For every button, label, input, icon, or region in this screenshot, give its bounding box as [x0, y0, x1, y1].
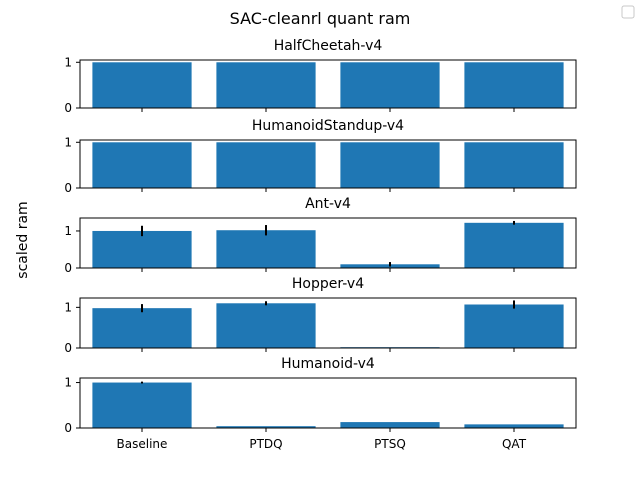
bar-baseline [92, 382, 192, 428]
y-tick-label: 1 [64, 224, 72, 238]
subplot-title: Humanoid-v4 [281, 356, 375, 372]
bar-ptdq [216, 230, 316, 268]
subplot-title: HumanoidStandup-v4 [252, 118, 404, 134]
y-tick-label: 0 [64, 261, 72, 275]
x-tick-label-baseline: Baseline [117, 437, 168, 451]
subplot-title: Ant-v4 [305, 196, 351, 212]
x-tick-label-ptsq: PTSQ [374, 437, 406, 451]
bar-ptdq [216, 303, 316, 348]
bar-ptdq [216, 426, 316, 428]
bar-baseline [92, 142, 192, 188]
bar-qat [464, 62, 564, 108]
subplot-title: HalfCheetah-v4 [274, 38, 383, 54]
subplot-2: HumanoidStandup-v4 0 1 [64, 118, 577, 195]
bar-qat [464, 424, 564, 428]
subplot-5: Humanoid-v4 0 1 Baseline PTDQ PTSQ QAT [64, 356, 577, 451]
x-tick-label-qat: QAT [502, 437, 527, 451]
bar-ptsq [340, 142, 440, 188]
bar-baseline [92, 308, 192, 348]
figure-title: SAC-cleanrl quant ram [230, 9, 411, 28]
subplots: HalfCheetah-v401HumanoidStandup-v401Ant-… [64, 38, 577, 451]
axes-frame [79, 377, 577, 429]
bar-ptsq [340, 62, 440, 108]
bar-qat [464, 222, 564, 268]
axes-frame [79, 297, 577, 349]
bar-baseline [92, 230, 192, 268]
bar-baseline [92, 62, 192, 108]
y-tick-label: 0 [64, 181, 72, 195]
subplot-1: HalfCheetah-v4 0 1 [64, 38, 577, 115]
y-axis-label: scaled ram [15, 201, 31, 278]
bar-ptdq [216, 142, 316, 188]
x-tick-label-ptdq: PTDQ [249, 437, 282, 451]
bar-ptsq [340, 422, 440, 428]
y-tick-label: 1 [64, 376, 72, 390]
bar-qat [464, 304, 564, 348]
y-tick-label: 0 [64, 101, 72, 115]
subplot-title: Hopper-v4 [292, 276, 364, 292]
y-tick-label: 1 [64, 55, 72, 69]
axes-frame [79, 217, 577, 269]
bar-ptdq [216, 62, 316, 108]
axes-frame [79, 139, 577, 189]
y-tick-label: 0 [64, 421, 72, 435]
y-tick-label: 1 [64, 135, 72, 149]
y-tick-label: 0 [64, 341, 72, 355]
legend-box [621, 5, 635, 19]
bar-qat [464, 142, 564, 188]
subplot-3: Ant-v4 0 1 [64, 196, 577, 275]
axes-frame [79, 59, 577, 109]
y-tick-label: 1 [64, 300, 72, 314]
subplot-4: Hopper-v4 0 1 [64, 276, 577, 355]
